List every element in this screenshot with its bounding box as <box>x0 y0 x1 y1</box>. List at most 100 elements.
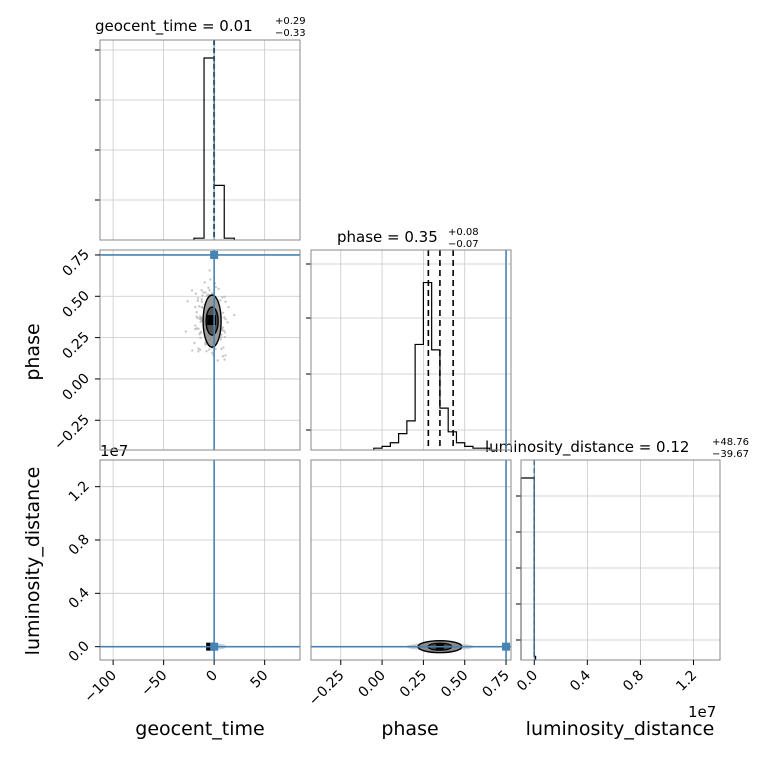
scatter-point-gt-phase-15 <box>200 288 203 292</box>
scatter-point-gt-phase-157 <box>214 285 218 289</box>
tick-label-y-ld-0: 0.0 <box>66 638 93 665</box>
scatter-point-gt-phase-134 <box>221 355 225 358</box>
scatter-point-gt-phase-118 <box>204 343 207 346</box>
scatter-point-gt-phase-46 <box>190 289 194 292</box>
truth-marker-gt-ld <box>210 642 219 651</box>
tick-label-x-ld-2: 0.8 <box>620 668 647 695</box>
scatter-point-gt-phase-149 <box>200 298 203 301</box>
scatter-point-gt-phase-159 <box>200 300 204 304</box>
offset-text-y: 1e7 <box>100 442 128 460</box>
scatter-point-gt-phase-138 <box>208 269 211 272</box>
plot-layer: −0.250.000.250.500.750.00.40.81.2−100 −50… <box>51 39 721 710</box>
title-geocent-time-plus: +0.29 <box>275 16 306 27</box>
truth-marker-gt-phase <box>210 250 219 259</box>
tick-label-x-ld-1: 0.4 <box>567 667 594 694</box>
x-axis-label-phase: phase <box>381 718 438 740</box>
tick-label-x-ld-3: 1.2 <box>673 668 700 695</box>
tick-label-y-phase-3: 0.50 <box>59 288 92 321</box>
density-peak-gt-phase <box>207 315 217 326</box>
panel-phase-hist <box>310 249 512 451</box>
scatter-point-gt-phase-158 <box>220 333 223 336</box>
tick-label-x-phase-0: −0.25 <box>306 668 348 710</box>
scatter-point-gt-phase-68 <box>194 305 197 309</box>
scatter-point-gt-phase-71 <box>220 347 223 351</box>
scatter-point-gt-phase-29 <box>211 292 214 295</box>
scatter-point-gt-phase-107 <box>214 347 217 351</box>
scatter-point-gt-phase-144 <box>221 296 224 299</box>
tick-label-x-phase-4: 0.75 <box>480 668 513 701</box>
offset-text-x: 1e7 <box>688 703 716 721</box>
scatter-point-gt-phase-66 <box>202 291 205 294</box>
scatter-point-gt-phase-106 <box>207 348 211 351</box>
y-axis-label-phase: phase <box>22 323 44 380</box>
scatter-point-gt-phase-133 <box>191 349 194 352</box>
scatter-point-gt-phase-121 <box>204 291 207 294</box>
scatter-point-gt-phase-169 <box>199 330 203 334</box>
panel-ld-hist <box>520 459 721 661</box>
scatter-point-gt-phase-163 <box>219 338 222 341</box>
scatter-point-gt-phase-141 <box>209 278 212 281</box>
scatter-point-gt-phase-88 <box>219 299 222 302</box>
tick-label-y-phase-4: 0.75 <box>59 246 92 279</box>
title-luminosity-distance-minus: −39.67 <box>712 449 749 460</box>
histogram-luminosity-distance <box>520 477 537 660</box>
scatter-point-gt-phase-16 <box>196 297 200 300</box>
scatter-point-gt-phase-142 <box>216 359 219 362</box>
scatter-point-gt-phase-22 <box>226 321 229 324</box>
title-phase-plus: +0.08 <box>448 227 479 238</box>
tick-label-x-gt-3: 50 <box>248 668 272 692</box>
title-luminosity-distance-label: luminosity_distance = 0.12 <box>485 438 689 457</box>
scatter-point-gt-phase-82 <box>223 335 226 339</box>
scatter-point-gt-phase-36 <box>198 348 202 351</box>
scatter-point-gt-phase-67 <box>196 299 200 303</box>
panel-gt-ld <box>99 459 301 661</box>
scatter-point-gt-phase-135 <box>198 317 202 321</box>
scatter-point-gt-phase-145 <box>197 305 201 308</box>
title-luminosity-distance-plus: +48.76 <box>712 437 749 448</box>
scatter-point-gt-phase-69 <box>221 326 225 329</box>
scatter-point-gt-phase-58 <box>200 305 203 309</box>
panel-phase-ld <box>310 459 512 661</box>
scatter-point-gt-phase-21 <box>222 346 225 349</box>
tick-label-y-ld-3: 1.2 <box>66 478 93 505</box>
scatter-point-gt-phase-41 <box>197 347 200 350</box>
panel-gt-phase <box>99 249 301 451</box>
scatter-point-gt-phase-114 <box>198 333 201 336</box>
scatter-point-gt-phase-6 <box>217 287 220 291</box>
histogram-phase <box>373 281 498 451</box>
tick-label-y-phase-2: 0.25 <box>59 329 92 362</box>
x-axis-label-luminosity-distance: luminosity_distance <box>526 718 715 740</box>
tick-label-y-ld-1: 0.4 <box>66 585 93 612</box>
scatter-point-gt-phase-14 <box>184 330 188 333</box>
scatter-point-gt-phase-152 <box>195 311 198 314</box>
title-phase-minus: −0.07 <box>448 239 479 250</box>
scatter-point-gt-phase-33 <box>197 350 200 353</box>
title-geocent-time-minus: −0.33 <box>275 28 306 39</box>
tick-label-x-ld-0: 0.0 <box>514 668 541 695</box>
scatter-point-gt-phase-70 <box>194 327 197 331</box>
scatter-point-gt-phase-105 <box>194 292 198 296</box>
tick-label-x-gt-0: −100 <box>81 668 120 707</box>
scatter-point-gt-phase-166 <box>200 318 203 322</box>
scatter-point-gt-phase-165 <box>193 341 196 345</box>
scatter-point-gt-phase-131 <box>223 316 226 319</box>
scatter-point-gt-phase-110 <box>233 313 236 317</box>
scatter-point-gt-phase-65 <box>224 318 227 321</box>
tick-label-x-gt-2: 0 <box>203 668 221 686</box>
tick-label-x-phase-3: 0.50 <box>438 668 471 701</box>
scatter-point-gt-phase-50 <box>201 294 204 297</box>
tick-label-x-phase-1: 0.00 <box>356 668 389 701</box>
scatter-point-gt-phase-60 <box>223 295 226 299</box>
tick-label-x-gt-1: −50 <box>138 668 170 700</box>
title-phase-label: phase = 0.35 <box>337 228 438 246</box>
scatter-point-gt-phase-100 <box>224 300 227 303</box>
scatter-point-gt-phase-23 <box>219 336 223 339</box>
scatter-point-gt-phase-102 <box>223 358 226 361</box>
scatter-point-gt-phase-57 <box>207 286 210 289</box>
scatter-point-gt-phase-155 <box>221 329 224 332</box>
title-geocent-time: geocent_time = 0.01 +0.29 −0.33 <box>95 16 306 39</box>
scatter-point-gt-phase-160 <box>205 349 208 353</box>
scatter-point-gt-phase-92 <box>195 315 198 318</box>
truth-marker-phase-ld <box>502 642 511 651</box>
